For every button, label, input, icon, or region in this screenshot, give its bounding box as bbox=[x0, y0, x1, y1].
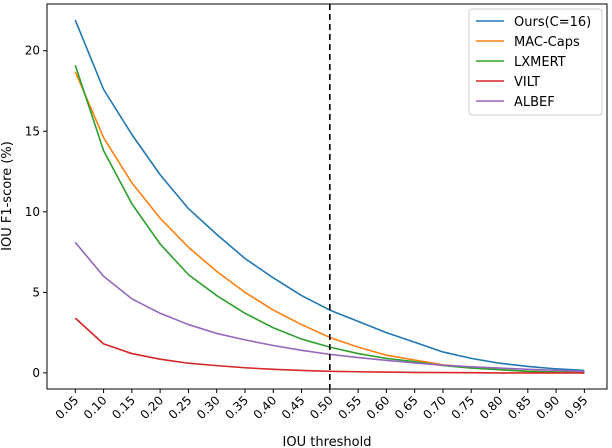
y-axis-ticks: 0 5 10 15 20 bbox=[25, 44, 47, 380]
x-axis-label: IOU threshold bbox=[283, 435, 372, 448]
legend: Ours(C=16) MAC-Caps LXMERT VILT ALBEF bbox=[468, 8, 603, 116]
y-tick-label: 0 bbox=[32, 366, 40, 380]
y-tick-label: 20 bbox=[25, 44, 40, 58]
y-axis-label: IOU F1-score (%) bbox=[0, 141, 15, 251]
series-line-4 bbox=[74, 317, 585, 374]
y-tick-label: 15 bbox=[25, 124, 40, 138]
legend-label-5: ALBEF bbox=[514, 95, 555, 110]
legend-box bbox=[468, 8, 603, 116]
legend-label-3: LXMERT bbox=[514, 55, 566, 70]
legend-label-2: MAC-Caps bbox=[514, 35, 580, 50]
legend-label-4: VILT bbox=[514, 75, 540, 90]
y-tick-label: 10 bbox=[25, 205, 40, 219]
plot-frame bbox=[46, 3, 608, 390]
y-tick-label: 5 bbox=[32, 285, 40, 299]
legend-label-1: Ours(C=16) bbox=[514, 15, 591, 30]
series-line-1 bbox=[74, 19, 585, 372]
